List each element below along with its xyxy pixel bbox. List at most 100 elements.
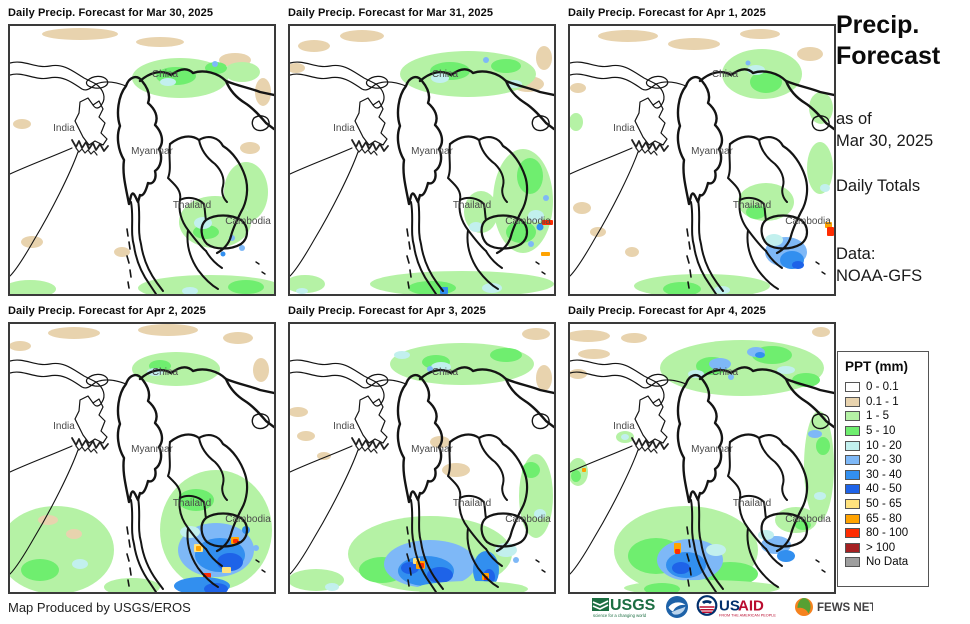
legend-swatch — [845, 557, 860, 568]
totals-label: Daily Totals — [836, 177, 921, 195]
as-of-block: as of Mar 30, 2025 — [836, 108, 933, 152]
forecast-map: India China Myanmar Thailand Cambodia — [290, 30, 554, 294]
legend-row: 30 - 40 — [845, 468, 922, 483]
label-india: India — [613, 123, 635, 134]
legend-label: 1 - 5 — [866, 410, 890, 423]
data-source-value: NOAA-GFS — [836, 267, 923, 285]
country-labels: India China Myanmar Thailand Cambodia — [333, 367, 551, 525]
precip-overlay — [10, 28, 274, 294]
label-india: India — [333, 421, 355, 432]
legend-row: 20 - 30 — [845, 453, 922, 468]
label-cambodia: Cambodia — [785, 216, 831, 227]
forecast-panel-apr4: Daily Precip. Forecast for Apr 4, 2025 — [568, 304, 836, 594]
legend-label: 30 - 40 — [866, 468, 902, 481]
legend-row: 0.1 - 1 — [845, 395, 922, 410]
country-labels: India China Myanmar Thailand Cambodia — [613, 367, 831, 525]
usgs-logo: USGS science for a changing world — [592, 597, 656, 618]
label-myanmar: Myanmar — [411, 444, 453, 455]
forecast-map: India China Myanmar Thailand Cambodia — [10, 28, 274, 294]
panel-title: Daily Precip. Forecast for Apr 4, 2025 — [568, 305, 766, 317]
legend-row: 0 - 0.1 — [845, 380, 922, 395]
noaa-logo — [666, 596, 688, 618]
label-thailand: Thailand — [453, 200, 491, 211]
label-china: China — [432, 69, 459, 80]
label-thailand: Thailand — [733, 200, 771, 211]
as-of-date: Mar 30, 2025 — [836, 132, 934, 150]
map-frame: India China Myanmar Thailand Cambodia — [8, 322, 276, 594]
usgs-wordmark: USGS — [610, 597, 656, 614]
page-title-line1: Precip. — [836, 11, 920, 39]
legend-label: 65 - 80 — [866, 512, 902, 525]
legend-swatch — [845, 513, 860, 524]
legend-row: 40 - 50 — [845, 482, 922, 497]
legend-label: 80 - 100 — [866, 527, 909, 540]
label-cambodia: Cambodia — [505, 216, 551, 227]
legend-row: 50 - 65 — [845, 497, 922, 512]
legend-swatch — [845, 411, 860, 422]
data-source-block: Data: NOAA-GFS — [836, 243, 922, 287]
legend-row: 65 - 80 — [845, 511, 922, 526]
page-title: Precip. Forecast — [836, 10, 940, 72]
panel-title: Daily Precip. Forecast for Apr 3, 2025 — [288, 305, 486, 317]
label-cambodia: Cambodia — [785, 514, 831, 525]
label-cambodia: Cambodia — [505, 514, 551, 525]
map-frame: India China Myanmar Thailand Cambodia — [288, 322, 556, 594]
label-india: India — [613, 421, 635, 432]
map-frame: India China Myanmar Thailand Cambodia — [568, 322, 836, 594]
country-labels: India China Myanmar Thailand Cambodia — [333, 69, 551, 227]
legend-swatch — [845, 528, 860, 539]
legend-swatch — [845, 382, 860, 393]
legend-label: 40 - 50 — [866, 483, 902, 496]
label-china: China — [152, 69, 179, 80]
legend-label: 0.1 - 1 — [866, 395, 899, 408]
forecast-panel-apr2: Daily Precip. Forecast for Apr 2, 2025 — [8, 304, 276, 594]
legend-swatch — [845, 396, 860, 407]
forecast-map: India China Myanmar Thailand Cambodia — [570, 29, 834, 294]
legend-row: 1 - 5 — [845, 409, 922, 424]
legend-swatch — [845, 469, 860, 480]
legend-label: 50 - 65 — [866, 498, 902, 511]
label-china: China — [152, 367, 179, 378]
legend-label: 0 - 0.1 — [866, 381, 899, 394]
label-myanmar: Myanmar — [131, 444, 173, 455]
precip-overlay — [10, 324, 272, 592]
fewsnet-wordmark: FEWS NET — [817, 602, 873, 614]
legend-row: 5 - 10 — [845, 424, 922, 439]
forecast-panel-apr3: Daily Precip. Forecast for Apr 3, 2025 — [288, 304, 556, 594]
precip-overlay — [290, 30, 554, 294]
map-frame: India China Myanmar Thailand Cambodia — [568, 24, 836, 296]
label-myanmar: Myanmar — [411, 146, 453, 157]
country-labels: India China Myanmar Thailand Cambodia — [613, 69, 831, 227]
usgs-tagline: science for a changing world — [593, 613, 647, 618]
label-cambodia: Cambodia — [225, 216, 271, 227]
legend-swatch — [845, 484, 860, 495]
page-title-line2: Forecast — [836, 42, 941, 70]
forecast-map: India China Myanmar Thailand Cambodia — [570, 327, 834, 592]
usaid-wordmark-aid: AID — [738, 598, 764, 615]
precip-overlay — [570, 29, 834, 294]
legend-label: > 100 — [866, 541, 896, 554]
precip-overlay — [570, 327, 834, 592]
panel-title: Daily Precip. Forecast for Apr 2, 2025 — [8, 305, 206, 317]
panel-title: Daily Precip. Forecast for Mar 30, 2025 — [8, 7, 214, 19]
legend-label: 10 - 20 — [866, 439, 902, 452]
legend-swatch — [845, 426, 860, 437]
label-india: India — [53, 421, 75, 432]
country-labels: India China Myanmar Thailand Cambodia — [53, 69, 271, 227]
legend-label: 5 - 10 — [866, 425, 896, 438]
forecast-map: India China Myanmar Thailand Cambodia — [10, 324, 274, 592]
label-thailand: Thailand — [173, 498, 211, 509]
forecast-panel-mar30: Daily Precip. Forecast for Mar 30, 2025 — [8, 6, 276, 296]
usaid-logo: US AID FROM THE AMERICAN PEOPLE — [696, 595, 776, 618]
label-thailand: Thailand — [453, 498, 491, 509]
label-china: China — [712, 69, 739, 80]
usaid-tagline: FROM THE AMERICAN PEOPLE — [719, 614, 776, 618]
legend-row: 80 - 100 — [845, 526, 922, 541]
label-india: India — [333, 123, 355, 134]
fewsnet-logo: FEWS NET — [794, 597, 873, 617]
label-india: India — [53, 123, 75, 134]
legend-label: No Data — [866, 556, 909, 569]
map-credit: Map Produced by USGS/EROS — [8, 600, 191, 615]
precip-legend: PPT (mm) 0 - 0.1 0.1 - 1 1 - 5 5 - 10 10… — [837, 351, 929, 587]
usaid-wordmark-us: US — [719, 598, 740, 615]
